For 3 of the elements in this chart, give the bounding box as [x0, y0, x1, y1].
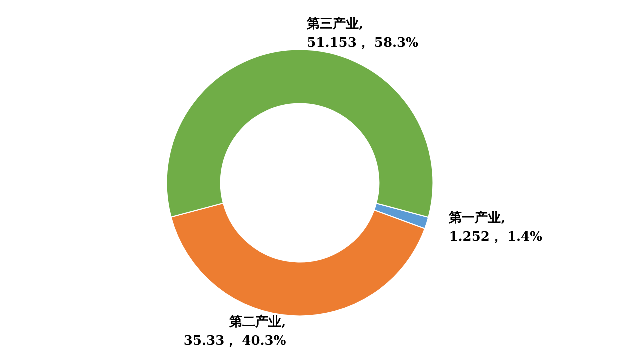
slice-label: 第二产业, 35.33， 40.3%	[184, 314, 287, 350]
slice-label: 第一产业, 1.252， 1.4%	[448, 210, 544, 246]
slice-label: 第三产业, 51.153， 58.3%	[306, 16, 420, 51]
